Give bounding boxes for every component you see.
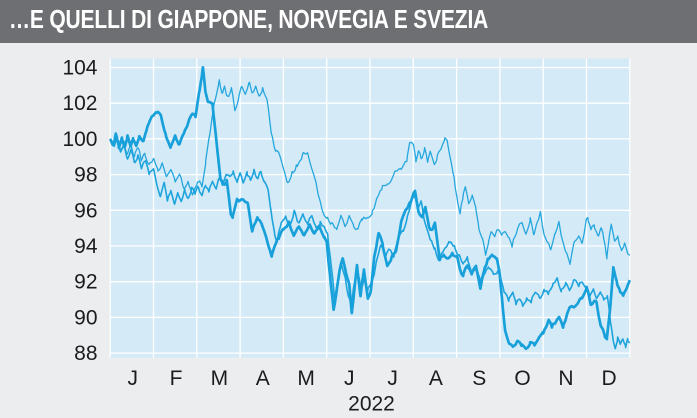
svg-text:92: 92	[74, 271, 97, 294]
svg-text:J: J	[387, 367, 398, 390]
svg-text:J: J	[344, 367, 355, 390]
svg-text:A: A	[256, 367, 270, 390]
svg-text:90: 90	[74, 306, 97, 329]
svg-text:98: 98	[74, 164, 97, 187]
svg-text:J: J	[128, 367, 139, 390]
svg-text:102: 102	[62, 92, 97, 115]
svg-text:A: A	[429, 367, 443, 390]
svg-text:S: S	[472, 367, 486, 390]
svg-text:104: 104	[62, 57, 97, 80]
svg-text:N: N	[558, 367, 573, 390]
svg-text:94: 94	[74, 235, 98, 258]
svg-text:M: M	[211, 367, 229, 390]
svg-text:O: O	[514, 367, 530, 390]
svg-text:F: F	[170, 367, 183, 390]
svg-text:96: 96	[74, 199, 97, 222]
svg-text:88: 88	[74, 342, 97, 365]
svg-text:100: 100	[62, 128, 97, 151]
svg-text:D: D	[602, 367, 617, 390]
svg-text:2022: 2022	[348, 393, 395, 416]
svg-text:M: M	[297, 367, 315, 390]
